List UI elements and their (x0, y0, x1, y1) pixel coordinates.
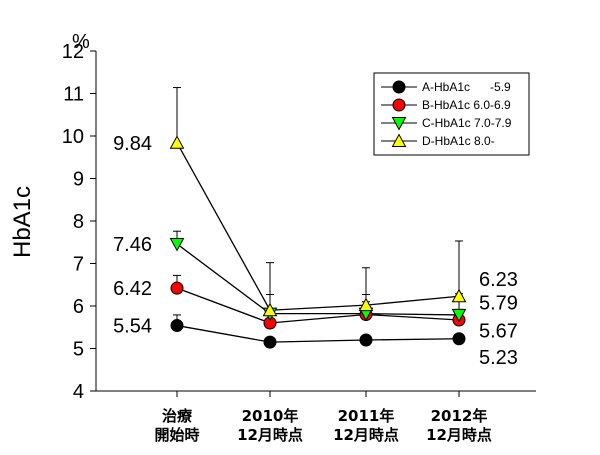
data-labels: 9.84 7.46 6.42 5.54 6.235.79 5.67 5.23 (113, 133, 518, 369)
x-tick-label-line: 開始時 (154, 426, 199, 444)
y-tick-label: 9 (73, 169, 84, 191)
legend-marker (391, 133, 407, 147)
data-label: 7.46 (113, 234, 152, 256)
data-point-marker (452, 332, 466, 346)
data-point-marker (262, 302, 278, 317)
data-point-marker (358, 297, 374, 312)
data-label: 6.42 (113, 278, 152, 300)
y-tick-label: 10 (62, 126, 84, 148)
x-tick-label-line: 2011年 (338, 407, 395, 425)
data-label: 6.23 (479, 269, 518, 291)
data-point-marker (170, 319, 184, 333)
x-tick-label-line: 12月時点 (237, 426, 303, 444)
y-unit-label: % (72, 31, 90, 53)
legend: A-HbA1c -5.9 B-HbA1c 6.0-6.9 C-HbA1c 7.0-7… (373, 72, 530, 156)
data-point-marker (451, 288, 467, 303)
series-line (176, 142, 460, 311)
legend-entry-label: D-HbA1c 8.0- (422, 134, 495, 148)
y-ticks: 4 5 6 7 8 9 10 11 12 (62, 41, 96, 403)
x-tick-label-line: 治療 (162, 407, 193, 425)
data-label: 5.54 (113, 316, 152, 338)
x-tick-label: 治療開始時 (154, 407, 199, 444)
x-tick-label-line: 12月時点 (426, 426, 492, 444)
series-line (176, 324, 460, 343)
series-line (176, 243, 460, 316)
y-tick-label: 11 (63, 84, 84, 106)
y-tick-label: 7 (73, 254, 84, 276)
data-label: 5.79 (479, 293, 518, 315)
data-point-marker (263, 335, 277, 349)
x-tick-label: 2012年 12月時点 (426, 407, 492, 444)
y-tick-label: 12 (62, 41, 84, 63)
y-tick-label: 6 (73, 296, 84, 318)
legend-entry-label: C-HbA1c 7.0-7.9 (422, 116, 512, 130)
data-point-marker (451, 308, 467, 323)
y-axis-title: HbA1c (9, 186, 36, 258)
series-lines (176, 142, 460, 343)
data-label: 5.23 (479, 347, 518, 369)
data-point-marker (169, 237, 185, 252)
x-tick-label-line: 2012年 (431, 407, 488, 425)
legend-marker (392, 80, 406, 94)
data-label: 9.84 (113, 133, 152, 155)
series-line (176, 287, 460, 324)
x-tick-label: 2010年 12月時点 (237, 407, 303, 444)
y-tick-label: 5 (73, 339, 84, 361)
x-tick-label-line: 12月時点 (333, 426, 399, 444)
legend-entry-label: B-HbA1c 6.0-6.9 (422, 98, 511, 112)
data-point-marker (170, 281, 184, 295)
x-tick-label-line: 2010年 (242, 407, 299, 425)
legend-entry-label: A-HbA1c -5.9 (422, 80, 511, 94)
data-markers (169, 135, 467, 349)
y-tick-label: 4 (73, 381, 84, 403)
legend-marker (391, 117, 407, 131)
legend-marker (392, 98, 406, 112)
y-tick-label: 8 (73, 211, 84, 233)
x-tick-label: 2011年 12月時点 (333, 407, 399, 444)
data-label: 5.67 (479, 321, 518, 343)
data-point-marker (169, 135, 185, 149)
data-point-marker (359, 333, 373, 347)
